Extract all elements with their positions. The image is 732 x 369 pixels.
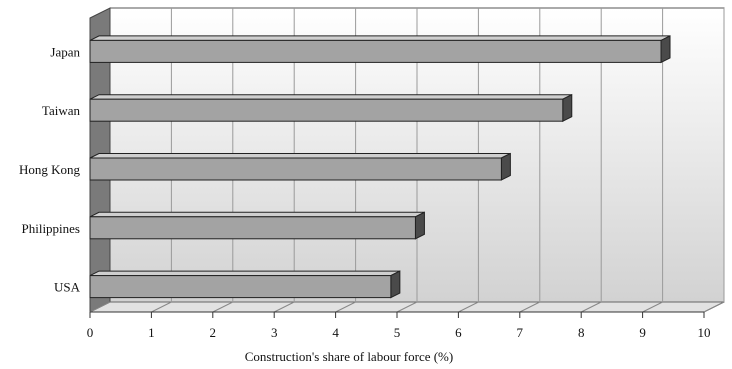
floor-gridline	[151, 301, 172, 313]
bar-side-face	[562, 93, 573, 123]
floor-gridline	[703, 301, 725, 313]
x-axis-title: Construction's share of labour force (%)	[245, 349, 453, 364]
x-tick-label: 7	[517, 325, 524, 340]
floor-gridline	[335, 301, 356, 313]
x-tick-label: 10	[698, 325, 711, 340]
bar-side-face	[500, 152, 511, 181]
bar-side-face	[390, 270, 401, 299]
bar-front-face	[89, 39, 662, 63]
floor-gridline	[642, 301, 663, 313]
y-category-label: USA	[54, 280, 81, 295]
floor-gridline	[89, 301, 111, 313]
bar-philippines	[89, 211, 425, 240]
x-tick-label: 8	[578, 325, 585, 340]
bar-front-face	[89, 98, 564, 122]
x-axis-ticks: 0 1 2 3 4 5 6 7 8 9 10	[87, 312, 711, 340]
y-category-label: Japan	[50, 44, 80, 59]
y-category-label: Philippines	[21, 221, 80, 236]
bar-top-face	[89, 211, 425, 218]
floor-gridline	[458, 301, 479, 313]
bar-top-face	[89, 270, 401, 277]
bars	[89, 35, 671, 299]
bar-taiwan	[89, 93, 573, 123]
x-tick-label: 0	[87, 325, 94, 340]
floor-gridline	[396, 301, 418, 313]
bar-side-face	[414, 211, 425, 240]
x-tick-label: 9	[639, 325, 646, 340]
bar-side-face	[660, 35, 671, 64]
y-category-label: Hong Kong	[19, 162, 81, 177]
x-tick-label: 2	[210, 325, 217, 340]
x-tick-label: 6	[455, 325, 462, 340]
floor-gridline	[580, 301, 602, 313]
bar-top-face	[89, 94, 573, 100]
bar-front-face	[89, 157, 502, 181]
y-category-label: Taiwan	[42, 103, 81, 118]
bar-japan	[89, 35, 671, 64]
bar-top-face	[89, 153, 511, 159]
y-axis-labels: Japan Taiwan Hong Kong Philippines USA	[19, 44, 81, 294]
x-tick-label: 1	[148, 325, 155, 340]
floor-gridline	[212, 301, 234, 313]
x-tick-label: 4	[332, 325, 339, 340]
bar-top-face	[89, 35, 671, 41]
bar-front-face	[89, 275, 392, 299]
bar-front-face	[89, 216, 416, 240]
x-tick-label: 3	[271, 325, 278, 340]
bar-usa	[89, 270, 401, 299]
floor-gridline	[519, 301, 541, 313]
floor-gridline	[273, 301, 295, 313]
x-tick-label: 5	[394, 325, 401, 340]
bar-hong-kong	[89, 152, 511, 181]
